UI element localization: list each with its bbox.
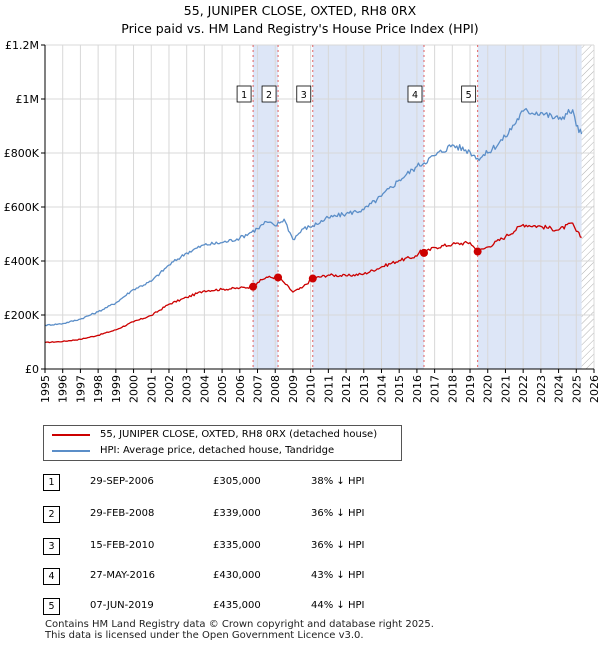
y-tick-label: £800K [4,147,40,160]
y-tick-label: £0 [25,363,39,376]
x-tick-label: 2018 [446,375,459,403]
hpi-line [44,107,583,327]
x-tick-label: 2012 [340,375,353,403]
sale-price: £335,000 [213,540,261,551]
sale-label-box [296,85,312,103]
sale-date: 27-MAY-2016 [90,570,156,581]
x-tick-label: 2024 [553,375,566,403]
x-tick-label: 2008 [269,375,282,403]
x-tick-label: 2025 [570,375,583,403]
sale-label-number: 1 [241,90,247,101]
x-tick-label: 2000 [128,375,141,403]
chart-title: 55, JUNIPER CLOSE, OXTED, RH8 0RX Price … [0,2,600,38]
y-tick-label: £400K [4,255,40,268]
price-chart: 1 2 3 4 5 £0 £200K £400K £600K £800K £1M £1.2M 1995… [4,39,600,403]
x-tick-label: 2022 [517,375,530,403]
x-tick-label: 2017 [429,375,442,403]
x-tick-label: 2011 [322,375,335,403]
x-tick-label: 2014 [375,375,388,403]
sale-date: 07-JUN-2019 [90,600,154,611]
sale-point [419,248,428,257]
y-tick-label: £200K [4,309,40,322]
sale-label-number: 4 [412,90,418,101]
footer-license: This data is licensed under the Open Gov… [45,630,364,641]
y-tick-label: £1M [16,93,40,106]
x-tick-label: 2020 [482,375,495,403]
x-tick-label: 1995 [39,375,52,403]
x-tick-label: 1998 [92,375,105,403]
x-tick-label: 2002 [163,375,176,403]
sale-price: £339,000 [213,508,261,519]
sale-price: £305,000 [213,476,261,487]
sale-label-box [461,85,477,103]
sale-price: £430,000 [213,570,261,581]
sale-point [249,282,258,291]
sale-hpi-diff: 36% ↓ HPI [311,508,365,519]
x-tick-label: 2010 [305,375,318,403]
sale-label-box [407,85,423,103]
x-tick-label: 2006 [234,375,247,403]
footer-copyright: Contains HM Land Registry data © Crown c… [45,619,434,630]
x-tick-label: 2003 [181,375,194,403]
sale-label-box [261,85,277,103]
sale-point [274,273,283,282]
y-tick-label: £600K [4,201,40,214]
title-address: 55, JUNIPER CLOSE, OXTED, RH8 0RX [183,3,417,18]
sale-date: 29-FEB-2008 [90,508,155,519]
sale-label-box [236,85,252,103]
x-tick-label: 2015 [393,375,406,403]
x-tick-label: 2005 [216,375,229,403]
x-tick-label: 2026 [588,375,600,403]
sale-label-number: 2 [266,90,272,101]
y-tick-label: £1.2M [5,39,39,52]
sale-number-badge: 1 [43,474,60,491]
x-tick-label: 1996 [57,375,70,403]
legend-swatch-property [52,434,90,436]
legend-label-hpi: HPI: Average price, detached house, Tand… [100,445,335,456]
sale-hpi-diff: 36% ↓ HPI [311,540,365,551]
sale-number-badge: 2 [43,506,60,523]
x-tick-label: 2021 [499,375,512,403]
x-tick-label: 2009 [287,375,300,403]
sale-point [308,274,317,283]
sale-number-badge: 5 [43,598,60,615]
sale-label-number: 3 [301,90,307,101]
x-tick-label: 2001 [145,375,158,403]
sale-row: 4 27-MAY-2016 £430,000 43% ↓ HPI [43,568,403,588]
x-tick-label: 2007 [252,375,265,403]
legend-label-property: 55, JUNIPER CLOSE, OXTED, RH8 0RX (detac… [100,429,378,440]
x-tick-label: 1999 [110,375,123,403]
sale-hpi-diff: 38% ↓ HPI [311,476,365,487]
sale-hpi-diff: 43% ↓ HPI [311,570,365,581]
x-tick-label: 2016 [411,375,424,403]
title-subtitle: Price paid vs. HM Land Registry's House … [121,21,479,36]
sale-row: 5 07-JUN-2019 £435,000 44% ↓ HPI [43,598,403,618]
sale-label-number: 5 [466,90,472,101]
sale-number-badge: 4 [43,568,60,585]
x-tick-label: 1997 [74,375,87,403]
x-tick-label: 2004 [198,375,211,403]
sale-row: 2 29-FEB-2008 £339,000 36% ↓ HPI [43,506,403,526]
legend-swatch-hpi [52,450,90,452]
footer-attribution: Contains HM Land Registry data © Crown c… [45,619,434,641]
sale-hpi-diff: 44% ↓ HPI [311,600,365,611]
legend: 55, JUNIPER CLOSE, OXTED, RH8 0RX (detac… [43,425,402,461]
sale-price: £435,000 [213,600,261,611]
x-tick-label: 2019 [464,375,477,403]
sale-point [473,247,482,256]
sale-date: 29-SEP-2006 [90,476,154,487]
x-tick-label: 2023 [535,375,548,403]
sale-row: 3 15-FEB-2010 £335,000 36% ↓ HPI [43,538,403,558]
sale-number-badge: 3 [43,538,60,555]
sale-row: 1 29-SEP-2006 £305,000 38% ↓ HPI [43,474,403,494]
x-tick-label: 2013 [358,375,371,403]
sale-date: 15-FEB-2010 [90,540,155,551]
